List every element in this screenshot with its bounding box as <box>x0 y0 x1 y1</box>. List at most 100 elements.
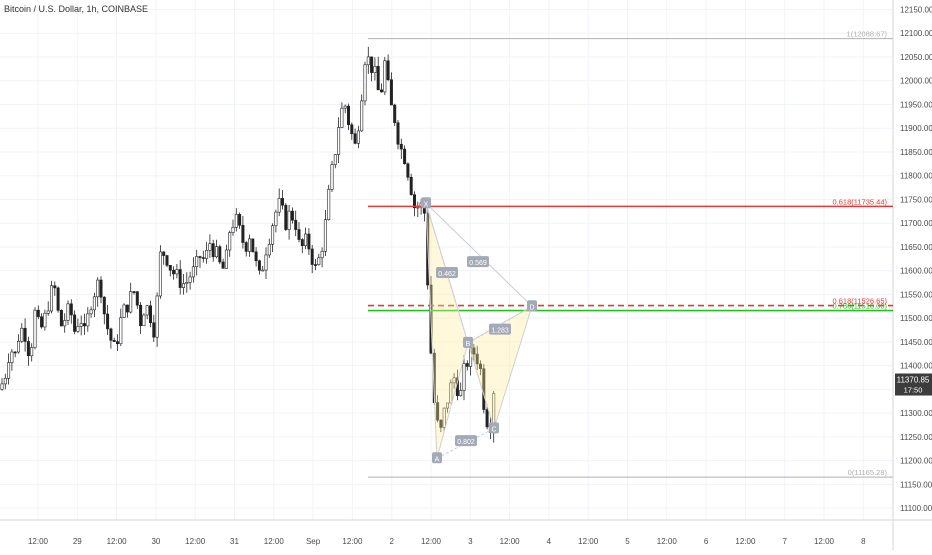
candle-body <box>452 377 456 384</box>
candle-body <box>396 122 400 145</box>
candle-body <box>231 227 235 233</box>
x-tick-label: 30 <box>151 537 160 546</box>
candle-body <box>73 314 77 332</box>
candle-body <box>475 353 479 365</box>
candle-body <box>462 363 466 391</box>
pattern-point-bg <box>432 452 442 464</box>
candle-body <box>175 269 179 275</box>
x-tick-label: 12:00 <box>421 537 442 546</box>
candle-body <box>330 164 334 190</box>
candle-body <box>185 282 189 284</box>
candle-body <box>264 254 268 271</box>
candle-body <box>16 340 20 353</box>
candle-body <box>122 304 126 318</box>
x-tick-label: 12:00 <box>342 537 363 546</box>
y-tick-label: 11600.00 <box>900 267 932 276</box>
level-label: 1(12088.67) <box>847 30 888 39</box>
candle-body <box>363 64 367 102</box>
y-tick-label: 12050.00 <box>900 53 932 62</box>
candle-body <box>313 264 317 266</box>
candle-body <box>403 148 407 165</box>
y-tick-label: 11650.00 <box>900 243 932 252</box>
candle-body <box>96 279 100 298</box>
candle-body <box>56 287 60 311</box>
y-tick-label: 11200.00 <box>900 457 932 466</box>
x-tick-label: 12:00 <box>657 537 678 546</box>
candle-body <box>399 143 403 150</box>
candle-body <box>373 65 377 73</box>
pattern-ratio-bg <box>489 323 511 335</box>
pattern-triangle-xab <box>425 203 469 459</box>
candle-body <box>267 244 271 256</box>
candle-body <box>290 210 294 221</box>
x-tick-label: 6 <box>704 537 709 546</box>
x-tick-label: 7 <box>782 537 787 546</box>
candle-body <box>271 225 275 245</box>
candle-body <box>106 313 110 330</box>
candle-body <box>257 260 261 271</box>
candle-body <box>218 246 222 263</box>
pattern-ratio-line <box>425 202 533 307</box>
pattern-point-label: C <box>491 426 496 433</box>
pattern-point-label: D <box>529 304 534 311</box>
y-tick-label: 11150.00 <box>900 480 932 489</box>
y-tick-label: 11450.00 <box>900 338 932 347</box>
candle-body <box>287 210 291 230</box>
candle-body <box>317 257 321 265</box>
level-label: 0.618(11735.44) <box>833 197 888 206</box>
candle-body <box>53 285 57 289</box>
candle-body <box>13 351 17 354</box>
pattern-point-label: A <box>435 456 440 463</box>
x-tick-label: Sep <box>306 537 321 546</box>
candle-body <box>284 204 288 230</box>
candle-body <box>23 327 27 342</box>
candle-body <box>409 176 413 195</box>
candle-body <box>69 303 73 316</box>
y-tick-label: 11700.00 <box>900 219 932 228</box>
candle-body <box>244 242 248 252</box>
candle-body <box>277 198 281 213</box>
candle-body <box>241 224 245 243</box>
candle-body <box>436 402 440 421</box>
candle-body <box>165 255 169 266</box>
x-tick-label: 12:00 <box>28 537 49 546</box>
y-tick-label: 11500.00 <box>900 314 932 323</box>
x-tick-label: 12:00 <box>264 537 285 546</box>
candle-body <box>294 219 298 230</box>
candle-body <box>482 368 486 410</box>
candle-body <box>304 233 308 246</box>
candle-body <box>83 323 87 327</box>
candle-body <box>297 229 301 240</box>
candle-body <box>7 362 11 379</box>
x-tick-label: 12:00 <box>814 537 835 546</box>
x-tick-label: 31 <box>230 537 239 546</box>
candle-body <box>366 56 370 66</box>
candle-body <box>274 211 278 227</box>
x-tick-label: 12:00 <box>185 537 206 546</box>
candle-body <box>356 130 360 144</box>
candle-body <box>201 257 205 259</box>
candle-body <box>393 104 397 124</box>
candle-body <box>221 261 225 269</box>
candle-body <box>254 251 258 262</box>
candle-body <box>307 233 311 250</box>
current-price-value: 11370.85 <box>897 376 930 385</box>
candles-group <box>0 46 496 443</box>
candle-body <box>234 214 238 228</box>
candle-body <box>162 251 166 256</box>
candle-body <box>172 269 176 275</box>
candle-body <box>333 154 337 165</box>
candle-body <box>178 269 182 288</box>
pattern-ratio-label: 0.462 <box>438 271 456 278</box>
pattern-point-bg <box>421 197 431 209</box>
candle-body <box>379 89 383 93</box>
y-tick-label: 11100.00 <box>900 504 932 513</box>
candle-body <box>280 198 284 206</box>
level-label: 0.786(11516.00) <box>833 302 888 311</box>
candle-body <box>261 269 265 272</box>
y-tick-label: 12000.00 <box>900 77 932 86</box>
candle-body <box>0 383 4 390</box>
candle-body <box>30 347 34 357</box>
